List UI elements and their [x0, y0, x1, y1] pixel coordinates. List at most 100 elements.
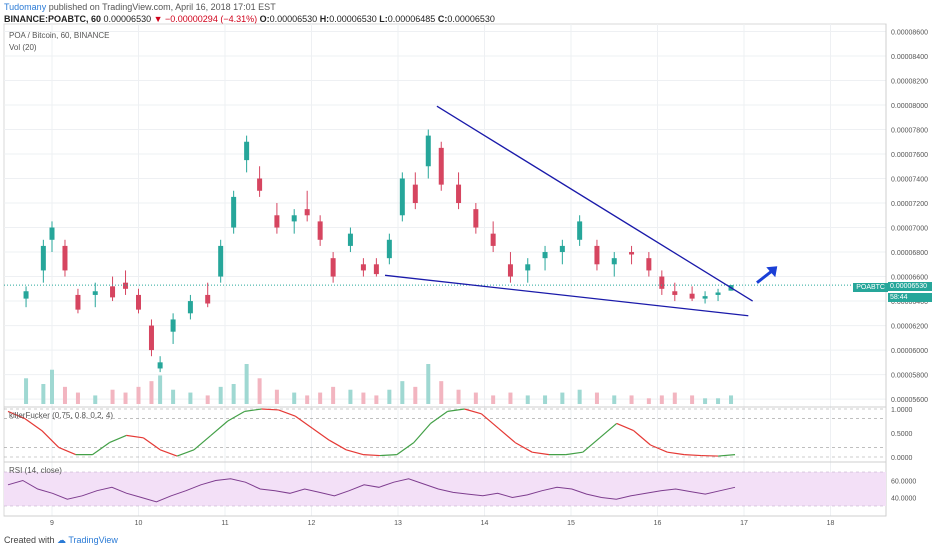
time-tick-label: 9: [50, 520, 54, 527]
volume-bar: [149, 381, 154, 404]
volume-bar: [136, 386, 141, 404]
oscillator-line-segment: [126, 434, 144, 439]
volume-bar: [703, 398, 708, 404]
oscillator-line-segment: [311, 427, 330, 441]
volume-bar: [473, 392, 478, 404]
candle-body: [629, 252, 635, 255]
volume-bar: [508, 392, 513, 404]
volume-bar: [525, 395, 530, 404]
volume-bar: [577, 389, 582, 404]
candle-body: [23, 291, 29, 299]
oscillator-line-segment: [142, 437, 161, 451]
oscillator-line-segment: [447, 408, 465, 412]
rsi-legend: RSI (14, close): [9, 466, 62, 475]
candle-body: [330, 258, 336, 277]
author-link[interactable]: Tudomany: [4, 2, 47, 12]
volume-bar: [543, 395, 548, 404]
current-price-tag: 0.00006530: [888, 282, 932, 291]
oscillator-line-segment: [684, 454, 702, 457]
ohlc-low-label: L:: [379, 14, 388, 24]
plot-frame: [3, 23, 887, 517]
time-tick-label: 10: [135, 520, 143, 527]
price-tick-label: 0.00008000: [891, 103, 928, 110]
oscillator-line-segment: [92, 442, 110, 456]
oscillator-line-segment: [58, 446, 76, 456]
price-tick-label: 0.00006000: [891, 348, 928, 355]
price-tick-label: 0.00007800: [891, 127, 928, 134]
candle-body: [659, 276, 665, 289]
price-tick-label: 0.00005600: [891, 397, 928, 404]
arrowhead-icon: [766, 266, 778, 278]
volume-bar: [305, 395, 310, 404]
price-tick-label: 0.00007600: [891, 152, 928, 159]
last-price: 0.00006530: [103, 14, 152, 24]
time-tick-label: 16: [654, 520, 662, 527]
candle-body: [257, 178, 263, 191]
oscillator-line-segment: [261, 408, 279, 411]
volume-bar: [41, 384, 46, 404]
rsi-tick-label: 40.0000: [891, 496, 916, 503]
candle-body: [123, 282, 129, 289]
price-tick-label: 0.00007400: [891, 177, 928, 184]
oscillator-line-segment: [396, 442, 415, 456]
candle-body: [304, 209, 310, 216]
candle-body: [231, 196, 237, 228]
volume-bar: [560, 392, 565, 404]
candle-body: [507, 264, 513, 277]
volume-bar: [158, 375, 163, 404]
price-tick-label: 0.00008200: [891, 78, 928, 85]
candle-body: [473, 209, 479, 228]
candle-body: [399, 178, 405, 216]
volume-bar: [612, 395, 617, 404]
oscillator-line-segment: [413, 423, 432, 443]
volume-bar: [171, 389, 176, 404]
price-tick-label: 0.00006600: [891, 275, 928, 282]
oscillator-line-segment: [667, 451, 685, 456]
candle-body: [92, 291, 98, 295]
candle-body: [559, 245, 565, 253]
volume-bar: [24, 378, 29, 404]
volume-bar: [110, 389, 115, 404]
candle-body: [274, 215, 280, 228]
price-tick-label: 0.00006400: [891, 299, 928, 306]
volume-bar: [646, 398, 651, 404]
oscillator-line-segment: [430, 410, 448, 424]
price-tick-label: 0.00008400: [891, 54, 928, 61]
oscillator-line-segment: [244, 408, 262, 412]
volume-bar: [690, 395, 695, 404]
oscillator-line-segment: [497, 427, 516, 444]
candle-countdown: 58:44: [888, 293, 932, 302]
candle-body: [542, 252, 548, 259]
ohlc-open-label: O:: [259, 14, 270, 24]
volume-bar: [361, 392, 366, 404]
volume-bar: [629, 395, 634, 404]
candle-body: [75, 294, 81, 310]
volume-bar: [374, 395, 379, 404]
volume-bar: [426, 364, 431, 404]
volume-bar: [729, 395, 734, 404]
time-tick-label: 18: [827, 520, 835, 527]
tradingview-link[interactable]: TradingView: [68, 535, 118, 545]
volume-bar: [274, 389, 279, 404]
oscillator-line-segment: [616, 422, 634, 432]
trendline: [436, 105, 753, 302]
ohlc-open-value: 0.00006530: [269, 14, 318, 24]
volume-bar: [387, 389, 392, 404]
candle-body: [611, 258, 617, 265]
oscillator-line-segment: [193, 434, 212, 451]
volume-bar: [348, 389, 353, 404]
volume-bar: [93, 395, 98, 404]
oscillator-tick-label: 1.0000: [891, 407, 913, 414]
oscillator-line-segment: [295, 415, 313, 429]
price-tick-label: 0.00007000: [891, 226, 928, 233]
rsi-tick-label: 60.0000: [891, 479, 916, 486]
candle-body: [577, 221, 583, 240]
candle-body: [49, 227, 55, 240]
oscillator-line-segment: [718, 454, 736, 457]
candle-body: [148, 325, 154, 351]
volume-bar: [456, 389, 461, 404]
symbol-price-badge: POABTC: [853, 283, 888, 292]
oscillator-line-segment: [210, 420, 229, 436]
